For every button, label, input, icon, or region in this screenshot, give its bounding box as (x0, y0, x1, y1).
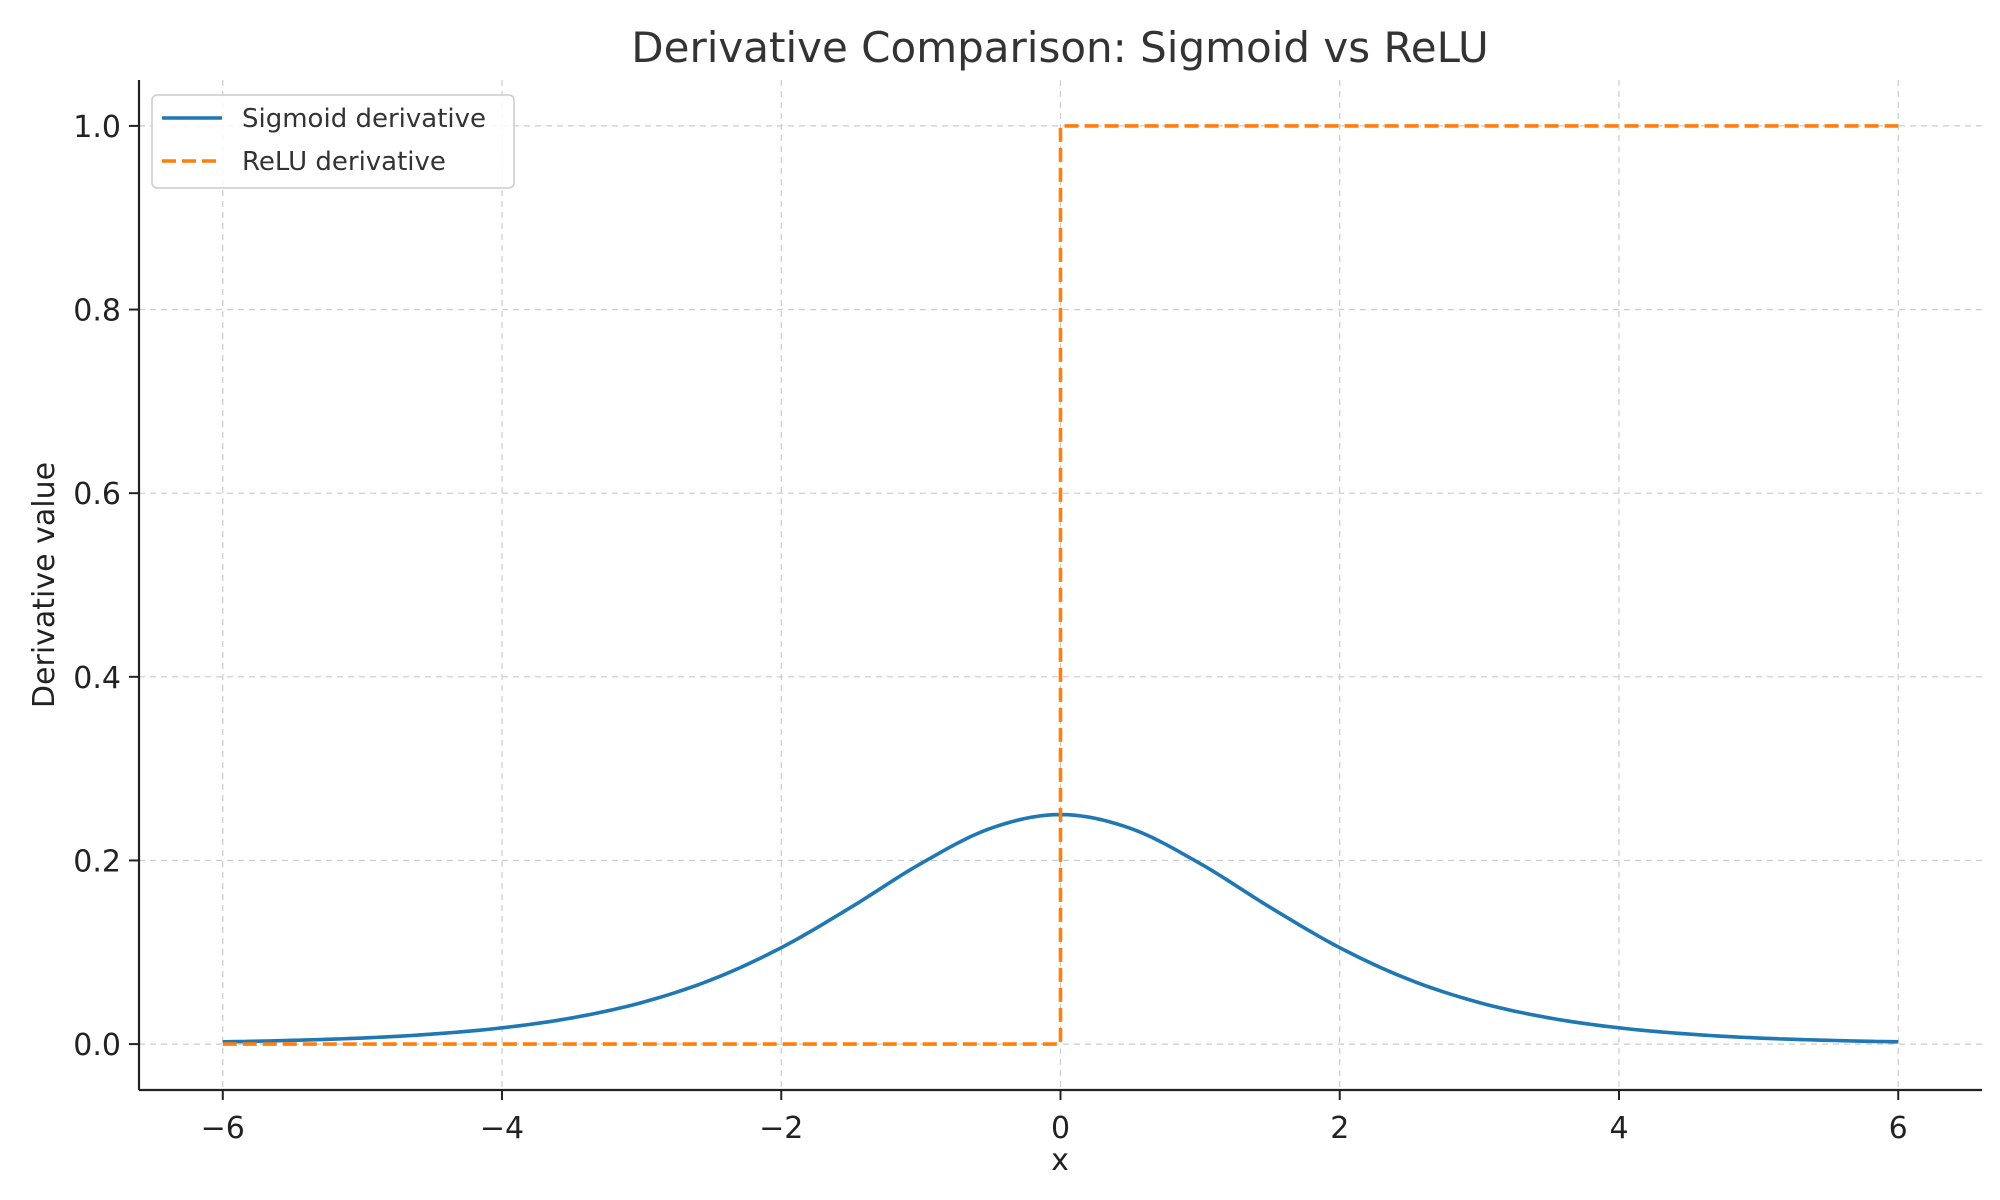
series-layer (222, 124, 1899, 1046)
x-tick-label: −6 (201, 1111, 245, 1146)
x-tick-label: 6 (1889, 1111, 1908, 1146)
y-tick-label: 0.6 (73, 477, 121, 512)
y-axis-label: Derivative value (27, 462, 62, 708)
y-tick-label: 0.0 (73, 1028, 121, 1063)
chart-title: Derivative Comparison: Sigmoid vs ReLU (631, 23, 1488, 72)
legend-label: ReLU derivative (242, 147, 446, 177)
y-tick-label: 0.2 (73, 844, 121, 879)
legend-box (151, 94, 515, 189)
x-axis-label: x (1051, 1143, 1069, 1178)
x-tick-label: 0 (1051, 1111, 1070, 1146)
y-tick-label: 1.0 (73, 110, 121, 145)
x-tick-label: −4 (480, 1111, 524, 1146)
x-tick-label: 4 (1609, 1111, 1628, 1146)
legend-label: Sigmoid derivative (242, 104, 486, 134)
y-tick-label: 0.4 (73, 661, 121, 696)
legend: Sigmoid derivative ReLU derivative (151, 94, 515, 189)
x-tick-label: −2 (759, 1111, 803, 1146)
x-tick-label: 2 (1330, 1111, 1349, 1146)
y-tick-label: 0.8 (73, 294, 121, 329)
ticks: −6 −4 −2 0 2 4 6 0.0 0.2 0.4 0.6 0.8 1.0 (73, 110, 1907, 1146)
